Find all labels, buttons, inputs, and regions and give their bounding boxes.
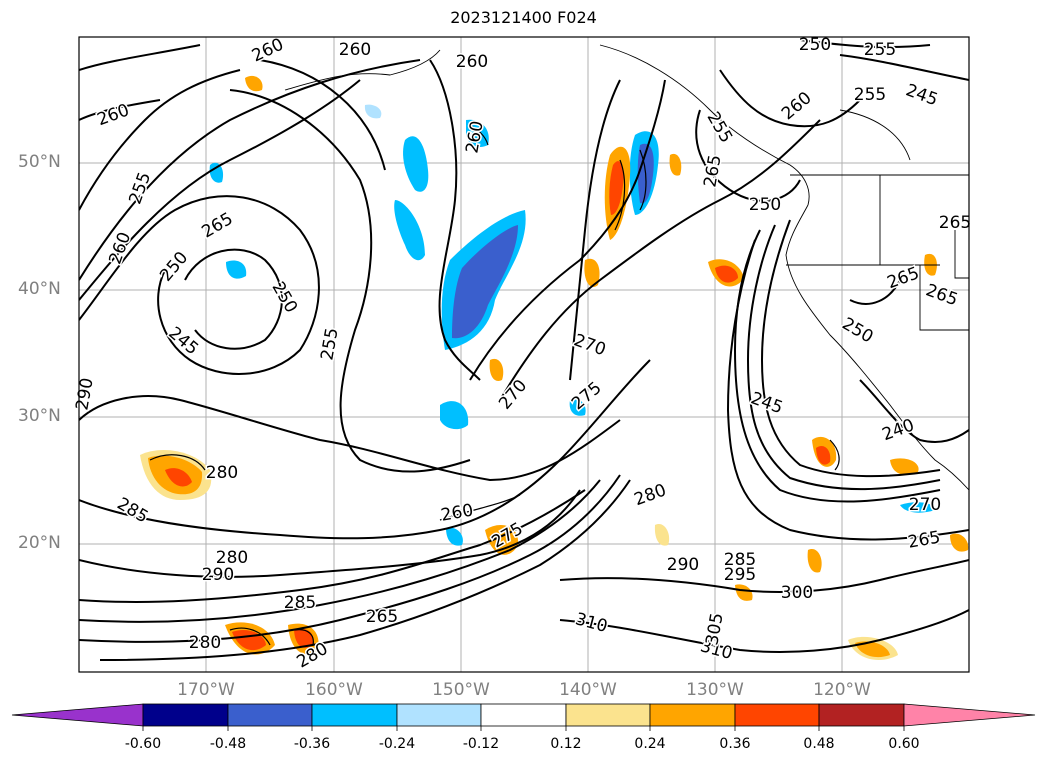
contour-label: 285 <box>724 550 756 570</box>
lon-label-170w: 170°W <box>177 680 235 700</box>
contour-label: 290 <box>72 376 97 411</box>
colorbar-tick-label: -0.60 <box>124 736 162 752</box>
contour-label: 290 <box>667 555 699 575</box>
contour-label: 250 <box>799 35 831 55</box>
contour-label: 280 <box>216 548 248 568</box>
contour-label: 265 <box>906 527 941 552</box>
colorbar-segment <box>480 703 567 727</box>
contour-label: 250 <box>838 314 876 348</box>
colorbar-segment <box>649 703 736 727</box>
contour-label: 280 <box>189 633 221 653</box>
contour-label: 280 <box>632 480 669 510</box>
contour-label: 260 <box>95 100 132 130</box>
contour-label: 250 <box>268 278 302 316</box>
plot-frame <box>78 36 970 673</box>
contour-label: 245 <box>748 388 785 418</box>
contour-label: 255 <box>703 108 737 146</box>
contour-label: 265 <box>198 209 236 243</box>
map-title: 2023121400 F024 <box>450 8 597 27</box>
colorbar-tick-label: 0.36 <box>719 736 751 752</box>
gridlines <box>79 37 969 672</box>
colorbar-segment <box>818 703 905 727</box>
positive-shading <box>140 75 969 660</box>
contour-label: 245 <box>903 80 940 110</box>
contour-label: 265 <box>366 607 398 627</box>
contour-label: 260 <box>462 119 487 154</box>
contour-label: 285 <box>284 593 316 613</box>
lon-label-150w: 150°W <box>432 680 490 700</box>
colorbar-segment <box>227 703 313 727</box>
colorbar-tick-label: 0.48 <box>803 736 835 752</box>
contour-label: 240 <box>880 415 917 445</box>
contour-label: 265 <box>939 213 971 233</box>
contour-label: 265 <box>885 263 922 293</box>
colorbar-segment <box>734 703 820 727</box>
colorbar-tick-label: 0.24 <box>634 736 666 752</box>
lon-label-140w: 140°W <box>559 680 617 700</box>
contour-label: 255 <box>864 40 896 60</box>
lon-label-160w: 160°W <box>305 680 363 700</box>
coastlines <box>284 44 969 491</box>
lon-label-120w: 120°W <box>813 680 871 700</box>
negative-shading <box>209 104 935 546</box>
contour-label: 260 <box>456 52 488 72</box>
contour-label: 265 <box>923 280 960 310</box>
contour-label: 255 <box>125 170 155 207</box>
contour-label: 270 <box>571 330 608 360</box>
contour-label: 270 <box>909 495 941 515</box>
contour-label: 285 <box>113 494 151 528</box>
contour-label: 260 <box>339 40 371 60</box>
colorbar-segment <box>396 703 482 727</box>
lat-label-40n: 40°N <box>18 279 61 299</box>
colorbar <box>11 703 1036 731</box>
contour-label: 255 <box>317 326 342 361</box>
contour-label: 310 <box>573 609 610 637</box>
colorbar-extend-low <box>11 703 144 727</box>
colorbar-segment <box>311 703 398 727</box>
colorbar-extend-high <box>903 703 1036 727</box>
colorbar-segment <box>142 703 229 727</box>
lon-label-130w: 130°W <box>686 680 744 700</box>
contour-label: 245 <box>164 323 202 359</box>
colorbar-segment <box>565 703 651 727</box>
colorbar-tick-label: -0.12 <box>462 736 500 752</box>
colorbar-tick-label: -0.24 <box>378 736 416 752</box>
lat-label-50n: 50°N <box>18 152 61 172</box>
contour-label: 290 <box>202 565 234 585</box>
contour-label: 260 <box>778 88 816 124</box>
contours-thick <box>79 39 969 661</box>
contour-label: 295 <box>724 565 756 585</box>
contour-label: 280 <box>206 463 238 483</box>
colorbar-tick-label: -0.48 <box>209 736 247 752</box>
contour-label: 250 <box>749 195 781 215</box>
lat-label-20n: 20°N <box>18 533 61 553</box>
contour-label: 255 <box>854 85 886 105</box>
lat-label-30n: 30°N <box>18 406 61 426</box>
contour-label: 300 <box>781 583 813 603</box>
contours-thin <box>149 124 840 646</box>
colorbar-tick-label: 0.12 <box>550 736 582 752</box>
colorbar-tick-label: -0.36 <box>293 736 331 752</box>
colorbar-tick-label: 0.60 <box>888 736 920 752</box>
contour-label: 270 <box>495 376 531 414</box>
